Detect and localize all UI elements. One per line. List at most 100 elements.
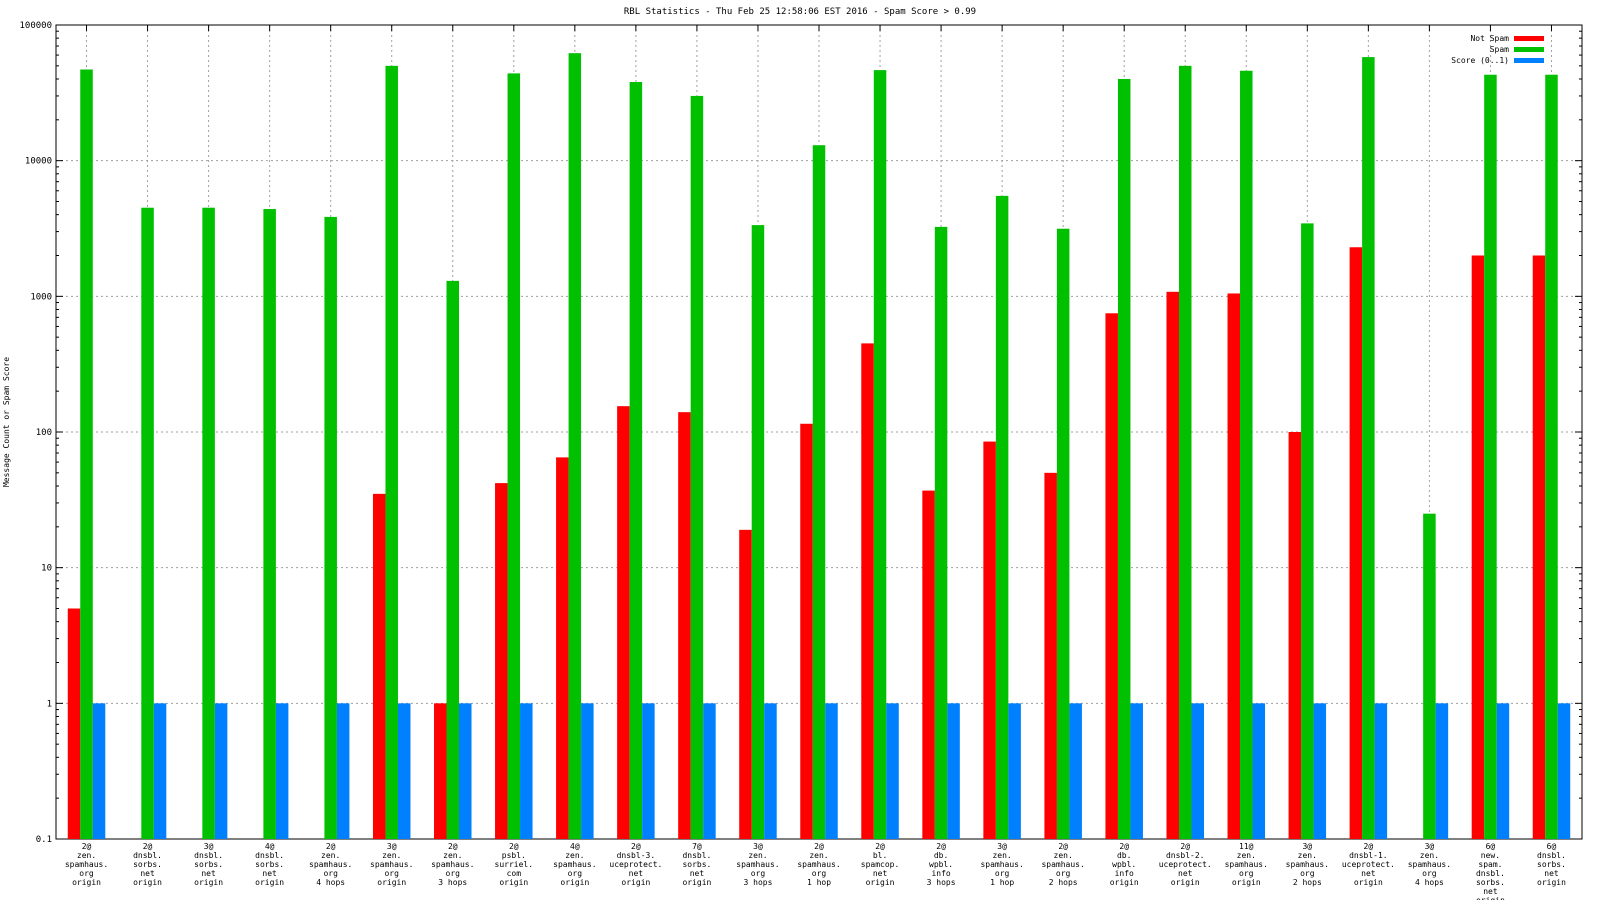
bar-not-spam bbox=[1105, 313, 1118, 840]
bar-score-0-1 bbox=[1130, 703, 1143, 839]
bar-spam bbox=[568, 53, 582, 839]
y-tick-label: 1 bbox=[47, 699, 52, 709]
legend-swatch bbox=[1514, 58, 1544, 63]
x-tick-label: 2@ dnsbl. sorbs. net origin bbox=[133, 842, 162, 887]
bar-not-spam bbox=[1044, 472, 1057, 839]
bar-spam bbox=[1484, 74, 1497, 839]
legend-label: Spam bbox=[1490, 45, 1509, 54]
bar-not-spam bbox=[1227, 293, 1241, 840]
y-axis-label: Message Count or Spam Score bbox=[2, 357, 11, 487]
x-tick-label: 3@ zen. spamhaus. org 3 hops bbox=[736, 842, 779, 887]
bar-score-0-1 bbox=[1313, 703, 1327, 839]
legend-swatch bbox=[1514, 47, 1544, 52]
bar-not-spam bbox=[617, 406, 630, 839]
bar-spam bbox=[1362, 57, 1375, 840]
legend-swatch bbox=[1514, 36, 1544, 41]
x-tick-label: 2@ bl. spamcop. net origin bbox=[861, 842, 900, 887]
bar-not-spam bbox=[1349, 247, 1363, 840]
bar-spam bbox=[873, 70, 887, 840]
bar-score-0-1 bbox=[1496, 703, 1510, 839]
x-tick-label: 2@ dnsbl-2. uceprotect. net origin bbox=[1159, 842, 1212, 887]
bar-spam bbox=[1423, 513, 1436, 839]
bar-spam bbox=[1545, 74, 1558, 839]
x-tick-label: 3@ zen. spamhaus. org 1 hop bbox=[980, 842, 1023, 887]
y-tick-label: 0.1 bbox=[36, 835, 52, 845]
y-tick-label: 100000 bbox=[19, 21, 52, 31]
bar-not-spam bbox=[1288, 432, 1302, 839]
bar-not-spam bbox=[800, 423, 813, 839]
x-tick-label: 3@ zen. spamhaus. org origin bbox=[370, 842, 413, 887]
bar-score-0-1 bbox=[397, 703, 411, 839]
x-tick-label: 2@ zen. spamhaus. org 4 hops bbox=[309, 842, 352, 887]
bar-spam bbox=[690, 95, 704, 840]
bar-not-spam bbox=[1471, 255, 1485, 839]
chart-title: RBL Statistics - Thu Feb 25 12:58:06 EST… bbox=[624, 7, 976, 17]
bar-score-0-1 bbox=[764, 703, 777, 839]
legend-label: Not Spam bbox=[1470, 34, 1509, 43]
bar-score-0-1 bbox=[1374, 703, 1388, 839]
bar-not-spam bbox=[983, 441, 996, 839]
bar-score-0-1 bbox=[459, 703, 472, 839]
bar-score-0-1 bbox=[1435, 703, 1449, 839]
bar-spam bbox=[1301, 223, 1314, 840]
bar-spam bbox=[1178, 65, 1192, 840]
bar-score-0-1 bbox=[92, 703, 106, 839]
y-tick-label: 10000 bbox=[25, 157, 52, 167]
bar-score-0-1 bbox=[214, 703, 228, 839]
bar-score-0-1 bbox=[825, 703, 838, 839]
bar-not-spam bbox=[922, 490, 935, 839]
x-tick-label: 2@ dnsbl-1. uceprotect. net origin bbox=[1342, 842, 1395, 887]
bar-not-spam bbox=[678, 412, 691, 839]
bar-score-0-1 bbox=[1252, 703, 1266, 839]
y-tick-label: 1000 bbox=[30, 292, 52, 302]
x-tick-label: 6@ dnsbl. sorbs. net origin bbox=[1537, 842, 1566, 887]
x-tick-label: 2@ psbl. surriel. com origin bbox=[495, 842, 534, 887]
y-tick-label: 100 bbox=[36, 428, 52, 438]
bar-score-0-1 bbox=[1557, 703, 1571, 839]
bar-spam bbox=[385, 65, 398, 840]
bar-spam bbox=[141, 207, 154, 839]
bar-spam bbox=[629, 82, 643, 840]
bar-spam bbox=[1056, 228, 1070, 840]
legend: Not Spam Spam Score (0..1) bbox=[1451, 34, 1544, 65]
bar-score-0-1 bbox=[275, 703, 289, 839]
bar-spam bbox=[934, 226, 948, 839]
x-tick-label: 2@ zen. spamhaus. org 3 hops bbox=[431, 842, 474, 887]
bar-not-spam bbox=[67, 608, 81, 839]
x-tick-label: 11@ zen. spamhaus. org origin bbox=[1225, 842, 1268, 887]
bar-spam bbox=[263, 209, 276, 839]
bar-spam bbox=[812, 145, 826, 839]
bar-score-0-1 bbox=[153, 703, 167, 839]
x-tick-label: 3@ zen. spamhaus. org 4 hops bbox=[1408, 842, 1451, 887]
bar-score-0-1 bbox=[520, 703, 533, 839]
bar-not-spam bbox=[434, 703, 447, 839]
bar-spam bbox=[507, 73, 521, 840]
bar-not-spam bbox=[861, 343, 874, 839]
bars bbox=[67, 53, 1571, 840]
x-tick-label: 4@ dnsbl. sorbs. net origin bbox=[255, 842, 284, 887]
bar-spam bbox=[202, 207, 215, 839]
bar-score-0-1 bbox=[1008, 703, 1021, 839]
bar-score-0-1 bbox=[336, 703, 350, 839]
bar-score-0-1 bbox=[1069, 703, 1082, 839]
bar-not-spam bbox=[1166, 291, 1179, 840]
bar-score-0-1 bbox=[1191, 703, 1204, 839]
bar-spam bbox=[324, 216, 337, 839]
bar-not-spam bbox=[1532, 255, 1546, 839]
x-tick-label: 2@ dnsbl-3. uceprotect. net origin bbox=[609, 842, 662, 887]
x-tick-label: 4@ zen. spamhaus. org origin bbox=[553, 842, 596, 887]
bar-score-0-1 bbox=[642, 703, 655, 839]
x-tick-label: 2@ zen. spamhaus. org 2 hops bbox=[1041, 842, 1084, 887]
x-tick-label: 7@ dnsbl. sorbs. net origin bbox=[682, 842, 711, 887]
legend-label: Score (0..1) bbox=[1451, 56, 1509, 65]
bar-score-0-1 bbox=[947, 703, 960, 839]
bar-spam bbox=[1117, 78, 1131, 840]
bar-spam bbox=[1240, 70, 1253, 840]
bar-score-0-1 bbox=[581, 703, 594, 839]
x-tick-label: 3@ zen. spamhaus. org 2 hops bbox=[1286, 842, 1329, 887]
bar-score-0-1 bbox=[886, 703, 899, 839]
bar-spam bbox=[995, 195, 1009, 839]
bar-score-0-1 bbox=[703, 703, 716, 839]
